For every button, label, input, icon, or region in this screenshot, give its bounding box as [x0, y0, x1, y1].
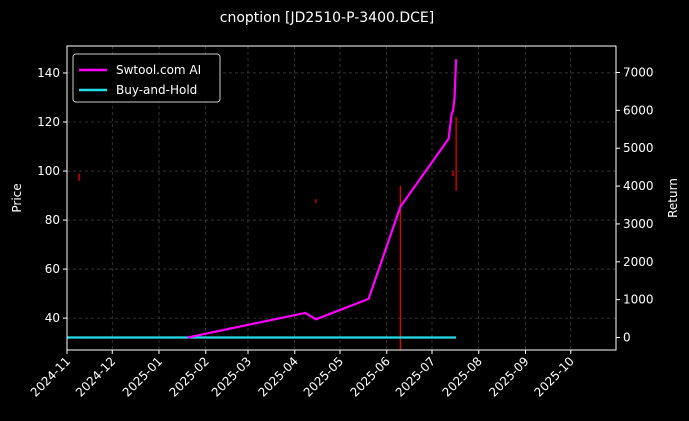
- y-left-tick-label: 100: [37, 164, 60, 178]
- chart-title: cnoption [JD2510-P-3400.DCE]: [220, 10, 434, 26]
- x-tick-label: 2024-12: [73, 354, 118, 399]
- x-tick-label: 2025-10: [532, 354, 577, 399]
- x-tick-label: 2025-08: [440, 354, 485, 399]
- x-tick-label: 2025-05: [301, 354, 346, 399]
- legend-box: [72, 53, 221, 103]
- x-tick-label: 2025-06: [348, 354, 393, 399]
- y-left-tick-label: 120: [37, 115, 60, 129]
- price-bars: [66, 117, 457, 350]
- y-axis-left-label: Price: [10, 183, 24, 212]
- x-tick-label: 2025-03: [209, 354, 254, 399]
- y-right-tick-label: 2000: [623, 255, 654, 269]
- legend: Swtool.com AI Buy-and-Hold: [72, 53, 221, 103]
- x-tick-label: 2024-11: [28, 354, 73, 399]
- y-right-tick-label: 5000: [623, 141, 654, 155]
- y-axis-left: 40 60 80 100 120 140: [37, 66, 67, 325]
- y-right-tick-label: 1000: [623, 293, 654, 307]
- plot-frame: [66, 45, 617, 351]
- y-axis-right: 0 1000 2000 3000 4000 5000 6000 7000: [616, 66, 654, 345]
- x-tick-label: 2025-02: [167, 354, 212, 399]
- x-tick-label: 2025-04: [256, 354, 301, 399]
- y-left-tick-label: 40: [45, 311, 60, 325]
- y-axis-right-label: Return: [666, 178, 680, 218]
- legend-label: Swtool.com AI: [116, 63, 201, 77]
- x-tick-label: 2025-01: [120, 354, 165, 399]
- y-right-tick-label: 0: [623, 331, 631, 345]
- x-tick-label: 2025-09: [486, 354, 531, 399]
- series-lines: [67, 59, 458, 339]
- y-right-tick-label: 6000: [623, 103, 654, 117]
- x-tick-label: 2025-07: [393, 354, 438, 399]
- y-left-tick-label: 140: [37, 66, 60, 80]
- series-line-swtool-com-ai: [187, 59, 458, 339]
- y-left-tick-label: 80: [45, 213, 60, 227]
- y-right-tick-label: 7000: [623, 66, 654, 80]
- grid: [66, 46, 616, 350]
- legend-label: Buy-and-Hold: [116, 83, 197, 97]
- y-right-tick-label: 4000: [623, 179, 654, 193]
- y-right-tick-label: 3000: [623, 217, 654, 231]
- y-left-tick-label: 60: [45, 262, 60, 276]
